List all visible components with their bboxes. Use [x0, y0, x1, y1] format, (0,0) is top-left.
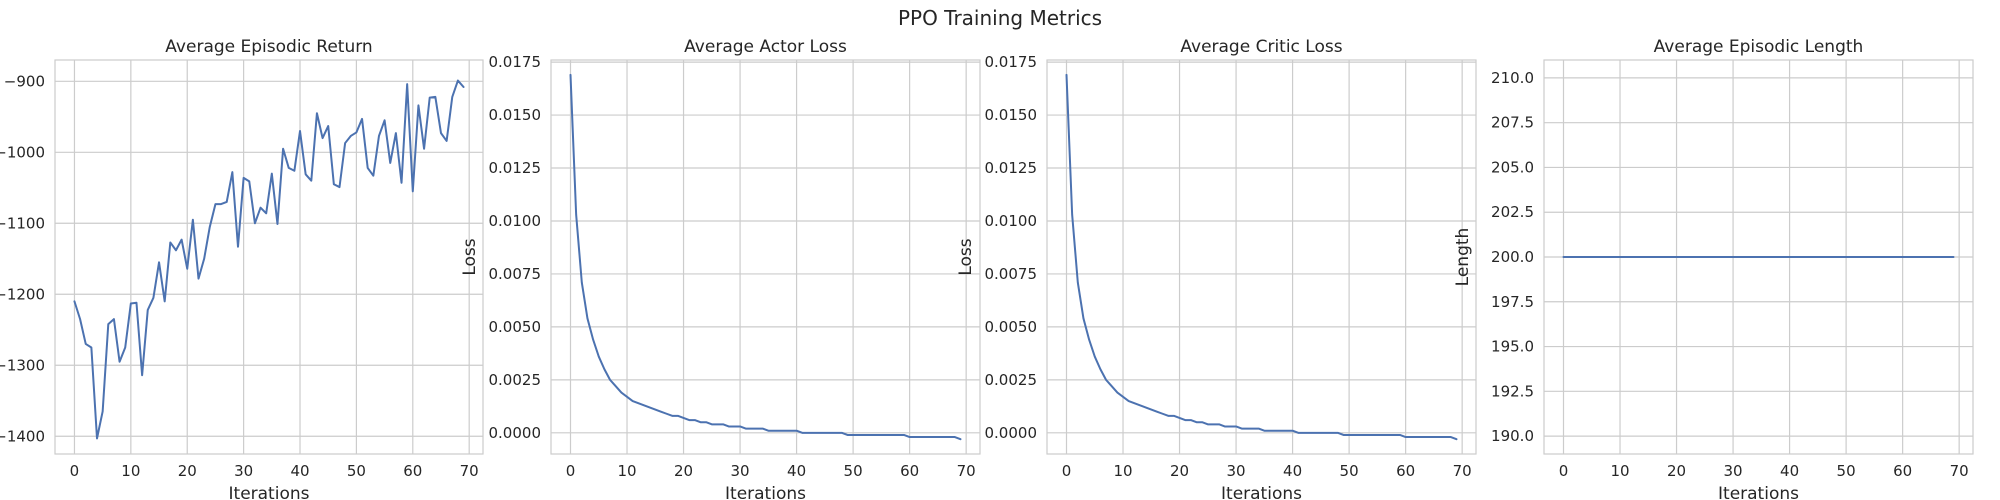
plot-frame	[1046, 59, 1477, 455]
x-tick-label: 0	[70, 462, 80, 480]
x-tick-label: 70	[460, 462, 479, 480]
y-tick-label: 0.0050	[985, 318, 1038, 336]
y-tick-label: 0.0000	[985, 424, 1038, 442]
panel-title: Average Episodic Length	[1654, 37, 1864, 57]
x-tick-label: 0	[566, 462, 576, 480]
y-tick-label: 0.0100	[489, 212, 542, 230]
y-axis-label: Length	[1453, 228, 1473, 287]
x-tick-label: 40	[290, 462, 309, 480]
plot-frame	[550, 59, 981, 455]
x-tick-label: 60	[1396, 462, 1415, 480]
y-tick-label: −1000	[0, 143, 45, 161]
x-tick-label: 10	[121, 462, 140, 480]
y-tick-label: 192.5	[1491, 382, 1534, 400]
series-line-1	[73, 79, 465, 440]
y-tick-label: 0.0150	[985, 106, 1038, 124]
y-tick-label: 210.0	[1491, 69, 1534, 87]
y-tick-label: −900	[4, 72, 45, 90]
chart-panel-3: 0 10 20 30 40 50 60 70 0.0000 0.0025 0.0050 0.0075 0…	[956, 37, 1477, 500]
series-line-1	[569, 73, 962, 441]
y-tick-label: −1300	[0, 356, 45, 374]
y-tick-label: 200.0	[1491, 248, 1534, 266]
y-tick-label: 0.0050	[489, 318, 542, 336]
x-axis-label: Iterations	[229, 484, 310, 500]
x-tick-label: 20	[1170, 462, 1189, 480]
x-tick-label: 60	[403, 462, 422, 480]
y-tick-label: −1100	[0, 214, 45, 232]
x-tick-label: 50	[844, 462, 863, 480]
y-tick-label: −1200	[0, 285, 45, 303]
y-tick-label: 190.0	[1491, 427, 1534, 445]
chart-panel-2: 0 10 20 30 40 50 60 70 0.0000 0.0025 0.0050 0.0075 0…	[460, 37, 981, 500]
x-tick-label: 30	[1227, 462, 1246, 480]
panel-title: Average Critic Loss	[1180, 37, 1342, 57]
panel-title: Average Episodic Return	[165, 37, 372, 57]
y-tick-label: 0.0025	[489, 371, 542, 389]
x-tick-label: 50	[1837, 462, 1856, 480]
x-tick-label: 10	[1610, 462, 1629, 480]
x-tick-label: 10	[1113, 462, 1132, 480]
x-tick-label: 50	[347, 462, 366, 480]
y-tick-label: 0.0125	[985, 159, 1038, 177]
x-tick-label: 70	[1950, 462, 1969, 480]
y-tick-label: 0.0075	[985, 265, 1038, 283]
y-tick-label: 207.5	[1491, 114, 1534, 132]
x-tick-label: 60	[1893, 462, 1912, 480]
y-tick-label: 0.0150	[489, 106, 542, 124]
figure-title: PPO Training Metrics	[898, 6, 1102, 30]
x-tick-label: 0	[1559, 462, 1569, 480]
x-tick-label: 20	[1667, 462, 1686, 480]
y-tick-label: 0.0100	[985, 212, 1038, 230]
x-tick-label: 20	[674, 462, 693, 480]
x-tick-label: 40	[787, 462, 806, 480]
y-tick-label: 205.0	[1491, 158, 1534, 176]
y-axis-label: Loss	[460, 238, 480, 275]
plot-area	[551, 60, 980, 454]
y-tick-label: 0.0125	[489, 159, 542, 177]
y-tick-label: 0.0000	[489, 424, 542, 442]
x-axis-label: Iterations	[1718, 484, 1799, 500]
series-line-1	[1065, 73, 1458, 441]
x-tick-label: 20	[178, 462, 197, 480]
x-tick-label: 10	[617, 462, 636, 480]
y-tick-label: −1400	[0, 427, 45, 445]
y-tick-label: 0.0175	[489, 53, 542, 71]
x-tick-label: 50	[1340, 462, 1359, 480]
x-tick-label: 70	[957, 462, 976, 480]
x-axis-label: Iterations	[1221, 484, 1302, 500]
y-tick-label: 197.5	[1491, 293, 1534, 311]
x-tick-label: 30	[731, 462, 750, 480]
x-tick-label: 70	[1453, 462, 1472, 480]
chart-panel-1: 0 10 20 30 40 50 60 70 −1400 −1300 −1200 −1100 −1000…	[0, 37, 484, 500]
y-tick-label: 195.0	[1491, 338, 1534, 356]
x-axis-label: Iterations	[725, 484, 806, 500]
chart-panels: 0 10 20 30 40 50 60 70 −1400 −1300 −1200 −1100 −1000…	[0, 37, 1974, 500]
chart-panel-4: 0 10 20 30 40 50 60 70 190.0 192.5 195.0 197.5 200.0…	[1453, 37, 1974, 500]
y-tick-label: 0.0025	[985, 371, 1038, 389]
x-tick-label: 30	[1724, 462, 1743, 480]
plot-frame	[54, 59, 484, 455]
y-axis-label: Loss	[956, 238, 976, 275]
y-tick-label: 0.0175	[985, 53, 1038, 71]
x-tick-label: 40	[1780, 462, 1799, 480]
plot-area	[55, 60, 483, 454]
x-tick-label: 30	[234, 462, 253, 480]
x-tick-label: 40	[1283, 462, 1302, 480]
x-tick-label: 0	[1062, 462, 1072, 480]
y-tick-label: 202.5	[1491, 203, 1534, 221]
panel-title: Average Actor Loss	[684, 37, 847, 57]
x-tick-label: 60	[900, 462, 919, 480]
plot-frame	[1543, 59, 1974, 455]
y-tick-label: 0.0075	[489, 265, 542, 283]
plot-area	[1047, 60, 1476, 454]
